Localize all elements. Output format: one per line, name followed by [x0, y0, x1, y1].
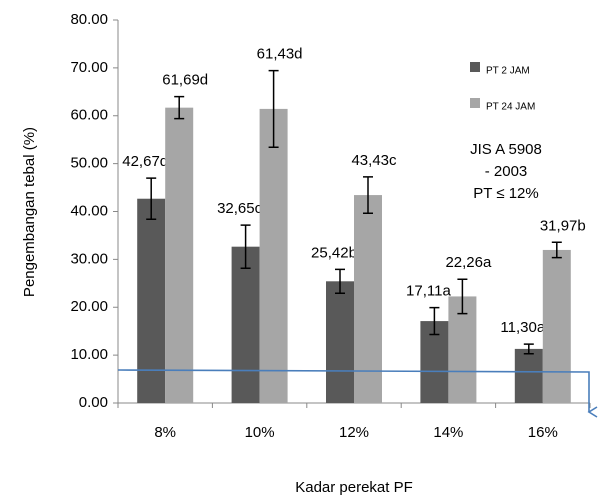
- error-bar: [363, 176, 373, 215]
- annotation: - 2003: [485, 163, 528, 180]
- error-bar: [457, 278, 468, 315]
- bar: [514, 348, 543, 403]
- x-tick-label: 10%: [245, 424, 275, 441]
- x-tick-label: 16%: [528, 424, 558, 441]
- x-tick-label: 14%: [433, 424, 463, 441]
- bar: [165, 107, 194, 404]
- error-bar: [268, 69, 279, 148]
- error-bar: [174, 95, 185, 120]
- y-tick-label: 60.00: [70, 107, 108, 124]
- bar: [354, 195, 382, 403]
- x-axis-label: Kadar perekat PF: [295, 479, 413, 496]
- error-bar: [335, 268, 345, 295]
- x-tick-label: 8%: [154, 424, 176, 441]
- y-tick-label: 10.00: [70, 346, 108, 363]
- error-bar: [240, 224, 251, 269]
- legend-swatch: [470, 98, 480, 108]
- bar: [137, 198, 166, 403]
- legend-label: PT 24 JAM: [486, 102, 535, 113]
- y-tick-label: 0.00: [79, 394, 108, 411]
- y-tick-label: 70.00: [70, 59, 108, 76]
- value-label: 31,97b: [540, 217, 586, 234]
- value-label: 11,30a: [500, 319, 545, 336]
- y-tick-label: 20.00: [70, 298, 108, 315]
- value-label: 43,43c: [351, 152, 397, 169]
- y-tick-label: 30.00: [70, 250, 108, 267]
- bar: [542, 249, 571, 403]
- value-label: 42,67d: [122, 153, 168, 170]
- error-bar: [429, 306, 440, 336]
- value-label: 32,65c: [217, 200, 263, 217]
- annotation: JIS A 5908: [470, 141, 542, 158]
- annotation: PT ≤ 12%: [473, 185, 539, 202]
- value-label: 61,69d: [162, 72, 208, 89]
- value-label: 22,26a: [445, 254, 492, 271]
- error-bar: [146, 177, 157, 221]
- y-tick-label: 80.00: [70, 11, 108, 28]
- y-tick-label: 40.00: [70, 202, 108, 219]
- value-label: 25,42b: [311, 244, 357, 261]
- y-axis-label: Pengembangan tebal (%): [21, 127, 38, 297]
- bar: [231, 246, 260, 403]
- value-label: 17,11a: [406, 283, 451, 300]
- x-tick-label: 12%: [339, 424, 369, 441]
- error-bar: [551, 241, 562, 259]
- legend-label: PT 2 JAM: [486, 66, 530, 77]
- value-label: 61,43d: [257, 46, 303, 63]
- bar: [326, 281, 354, 403]
- threshold-line: [117, 369, 598, 418]
- bar: [259, 108, 288, 404]
- error-bar: [523, 343, 534, 355]
- legend-swatch: [470, 62, 480, 72]
- y-tick-label: 50.00: [70, 155, 108, 172]
